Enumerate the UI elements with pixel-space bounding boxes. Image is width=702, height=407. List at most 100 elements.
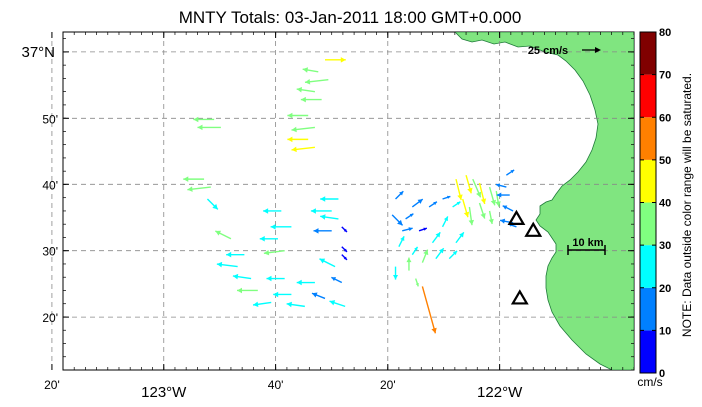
current-vector xyxy=(341,226,348,233)
current-vector xyxy=(452,201,461,208)
colorbar-tick-label: 50 xyxy=(659,155,671,167)
current-vector xyxy=(431,231,441,244)
colorbar-unit: cm/s xyxy=(637,375,662,389)
colorbar-tick-label: 10 xyxy=(659,325,671,337)
x-tick-label: 122°W xyxy=(477,384,523,401)
colorbar-tick-label: 80 xyxy=(659,27,671,39)
plot-frame xyxy=(62,31,635,371)
current-vector xyxy=(302,67,319,73)
current-vector xyxy=(324,57,346,63)
current-vector xyxy=(310,208,332,214)
colorbar-segment xyxy=(640,117,656,160)
current-vector xyxy=(441,216,449,228)
scale-arrow-label: 25 cm/s xyxy=(528,45,568,57)
y-tick-label: 40' xyxy=(42,178,58,192)
y-tick-label: 50' xyxy=(42,112,58,126)
current-vector xyxy=(455,231,465,244)
x-tick-label: 20' xyxy=(380,378,396,392)
x-tick-label: 20' xyxy=(44,378,60,392)
current-vector xyxy=(406,257,412,271)
current-vector xyxy=(455,178,463,201)
current-vector xyxy=(462,198,470,218)
current-vector xyxy=(259,236,278,242)
x-tick-label: 40' xyxy=(268,378,284,392)
current-vector xyxy=(252,301,272,308)
colorbar-tick-label: 60 xyxy=(659,112,671,124)
current-vector xyxy=(418,227,428,232)
y-tick-label: 20' xyxy=(42,311,58,325)
current-vector xyxy=(237,287,258,294)
current-vector xyxy=(329,300,346,308)
current-vector xyxy=(398,236,405,248)
radar-station-marker xyxy=(510,289,529,305)
colorbar-segment xyxy=(640,74,656,118)
current-vector xyxy=(216,261,238,268)
saturation-note: NOTE: Data outside color range will be s… xyxy=(680,73,694,337)
current-vector xyxy=(502,205,514,212)
current-vector xyxy=(421,249,429,263)
current-vector xyxy=(393,266,399,280)
current-vector xyxy=(395,190,404,200)
current-vector xyxy=(488,210,494,225)
current-vector xyxy=(187,186,211,192)
current-vector xyxy=(415,278,419,287)
y-tick-label: 37°N xyxy=(21,44,55,61)
current-vector xyxy=(465,174,473,194)
current-vector xyxy=(411,246,419,256)
current-vector xyxy=(183,176,205,182)
current-vector xyxy=(478,202,486,219)
current-vector xyxy=(478,182,487,205)
current-vector xyxy=(468,206,475,226)
current-vector xyxy=(287,136,309,143)
current-vector xyxy=(296,279,315,286)
current-vector xyxy=(291,126,315,133)
current-vector xyxy=(428,201,438,208)
current-vector xyxy=(402,227,413,232)
current-vector xyxy=(341,246,348,253)
current-vector xyxy=(206,198,219,210)
current-vector xyxy=(300,96,322,103)
current-vector xyxy=(341,254,348,261)
coastline-land xyxy=(454,32,634,370)
radar-station-marker xyxy=(524,221,543,237)
chart-title: MNTY Totals: 03-Jan-2011 18:00 GMT+0.000 xyxy=(179,8,522,27)
y-tick-label: 30' xyxy=(42,245,58,259)
scale-bar-label: 10 km xyxy=(572,237,603,249)
current-vector xyxy=(263,249,285,256)
x-tick-label: 123°W xyxy=(141,384,187,401)
current-vector xyxy=(226,251,245,258)
current-vector xyxy=(232,273,252,280)
current-vector xyxy=(319,258,336,268)
scale-bar: 10 km xyxy=(567,237,606,255)
current-vector xyxy=(391,214,404,226)
current-vector xyxy=(270,224,292,230)
radar-station-marker xyxy=(507,209,526,225)
colorbar-segment xyxy=(640,330,656,373)
colorbar-segment xyxy=(640,159,656,203)
colorbar-segment xyxy=(640,245,656,288)
current-vector xyxy=(421,286,437,334)
colorbar-tick-label: 30 xyxy=(659,240,671,252)
current-vector xyxy=(435,247,445,260)
current-vector xyxy=(273,291,292,298)
current-vector xyxy=(197,124,221,131)
current-vector xyxy=(320,196,339,202)
current-vector xyxy=(215,230,232,240)
current-vector xyxy=(505,169,515,176)
current-vector xyxy=(263,208,282,214)
current-vector xyxy=(331,276,343,284)
colorbar-tick-label: 40 xyxy=(659,198,671,210)
current-vector xyxy=(442,195,451,200)
current-vector xyxy=(320,214,339,220)
current-vector xyxy=(193,116,215,123)
current-vector xyxy=(286,301,305,308)
colorbar-segment xyxy=(640,202,656,246)
current-vector xyxy=(495,190,501,207)
colorbar-tick-label: 20 xyxy=(659,283,671,295)
colorbar-segment xyxy=(640,287,656,331)
current-vector xyxy=(287,112,309,119)
colorbar-tick-label: 0 xyxy=(659,368,665,380)
colorbar-segment xyxy=(640,32,656,75)
current-vector xyxy=(405,213,414,220)
current-vector xyxy=(488,186,497,206)
